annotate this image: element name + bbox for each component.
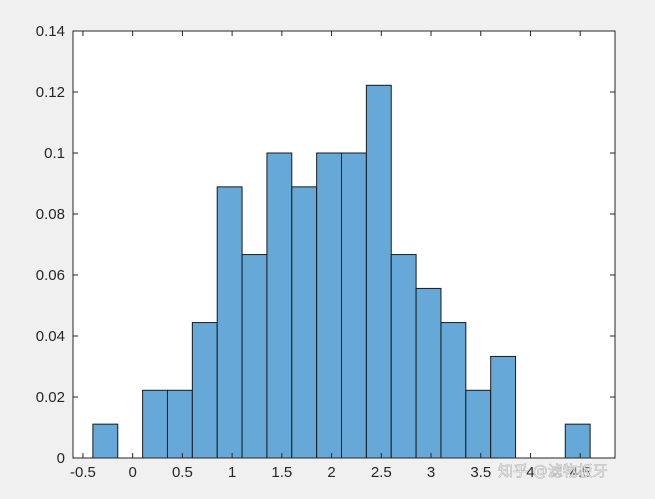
y-tick-label: 0.02 <box>36 389 65 406</box>
histogram-bar <box>341 152 367 459</box>
histogram-bar <box>390 254 417 459</box>
x-tick-label: 3.5 <box>470 464 491 481</box>
histogram-bar <box>92 423 119 459</box>
y-tick-label: 0 <box>57 450 65 467</box>
histogram-bar <box>266 152 293 459</box>
y-tick-label: 0.06 <box>36 267 65 284</box>
watermark-text: 知乎 @滤物板牙 <box>498 462 608 480</box>
histogram-bar <box>490 355 517 459</box>
x-tick-label: 1 <box>228 464 236 481</box>
histogram-bars <box>92 84 591 459</box>
axes-box <box>72 30 616 459</box>
histogram-bar <box>365 84 392 459</box>
histogram-bar <box>191 322 218 459</box>
x-tick-label: 1.5 <box>271 464 292 481</box>
histogram-bar <box>241 254 268 459</box>
y-tick-label: 0.12 <box>36 84 65 101</box>
x-axis-ticks: -0.5 0 0.5 1 1.5 2 2.5 3 3.5 4 4.5 <box>70 31 591 481</box>
histogram-bar <box>465 389 492 459</box>
x-tick-label: 4.5 <box>570 464 591 481</box>
x-tick-label: 2.5 <box>371 464 392 481</box>
y-tick-label: 0.1 <box>44 145 65 162</box>
x-tick-label: -0.5 <box>70 464 96 481</box>
histogram-bar <box>316 152 343 459</box>
x-tick-label: 0.5 <box>172 464 193 481</box>
y-axis-ticks: 0 0.02 0.04 0.06 0.08 0.1 0.12 0.14 <box>36 23 615 467</box>
y-tick-label: 0.04 <box>36 328 65 345</box>
histogram-bar <box>216 186 243 459</box>
histogram-bar <box>564 423 591 459</box>
y-tick-label: 0.08 <box>36 206 65 223</box>
histogram-bar <box>415 287 442 459</box>
x-tick-label: 2 <box>327 464 335 481</box>
histogram-bar <box>142 389 168 459</box>
histogram-bar <box>440 322 467 459</box>
x-tick-label: 4 <box>526 464 534 481</box>
x-tick-label: 3 <box>427 464 435 481</box>
y-tick-label: 0.14 <box>36 23 65 40</box>
x-tick-label: 0 <box>128 464 136 481</box>
histogram-bar <box>166 389 193 459</box>
histogram-bar <box>291 186 318 459</box>
